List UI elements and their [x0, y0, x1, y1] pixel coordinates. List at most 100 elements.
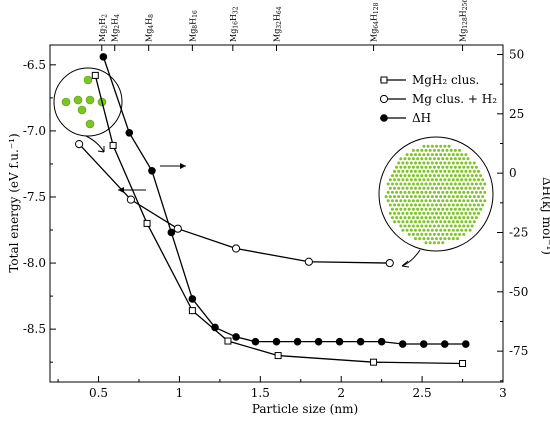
data-point-filled-circle [148, 166, 156, 175]
legend-label: MgH₂ clus. [412, 73, 479, 87]
mgh-atom [468, 186, 472, 190]
mgh-atom [447, 228, 451, 232]
mgh-atom [481, 186, 485, 190]
right-y-tick-label: -75 [509, 344, 528, 358]
mgh-atom [414, 220, 417, 224]
mgh-atom [426, 161, 430, 165]
mgh-atom [422, 237, 426, 241]
mgh-atom [462, 207, 466, 211]
mgh-atom [439, 220, 443, 224]
mgh-atom [426, 203, 430, 207]
mgh-atom [439, 161, 443, 165]
data-point-filled-circle [188, 295, 197, 303]
mgh-atom [464, 169, 468, 173]
mgh-atom [479, 199, 483, 203]
mgh-atom [390, 190, 394, 194]
mgh-atom [472, 211, 476, 215]
mgh-atom [428, 157, 432, 161]
mgh-atom [439, 169, 443, 173]
mgh-atom [456, 186, 459, 190]
mgh-atom [430, 211, 434, 215]
mgh-atom [443, 228, 447, 232]
mgh-atom [458, 165, 462, 169]
mgh-atom [418, 169, 422, 173]
mgh-atom [483, 190, 487, 194]
mgh-atom [407, 174, 411, 178]
mgh-atom [414, 186, 417, 190]
mgh-atom [477, 178, 480, 182]
mgh-atom [393, 211, 396, 215]
mgh-atom [411, 207, 415, 211]
mgh-atom [418, 195, 422, 199]
mgh-atom [439, 203, 443, 207]
legend-marker [379, 94, 389, 104]
mgh-atom [418, 237, 422, 241]
mgh-atom [439, 153, 443, 157]
mgh-atom [407, 157, 411, 161]
mgh-atom [416, 216, 420, 220]
mgh-atom [477, 186, 480, 190]
mgh-atom [422, 211, 426, 215]
top-cluster-label: Mg32H64 [273, 6, 284, 42]
mgh-atom [403, 165, 407, 169]
mgh-atom [449, 165, 453, 169]
mgh-atom [435, 237, 438, 241]
mgh-atom [453, 148, 457, 152]
mgh-atom [411, 232, 415, 236]
mgh-atom [407, 182, 411, 186]
mgh-atom [424, 232, 428, 236]
mgh-atom [470, 224, 474, 228]
mgh-atom [464, 228, 468, 232]
mgh-atom [414, 178, 417, 182]
mgh-atom [435, 153, 438, 157]
mgh-atom [445, 216, 449, 220]
mgh-atom [439, 186, 443, 190]
mgh-atom [449, 216, 453, 220]
mgh-atom [418, 161, 422, 165]
mgh-atom [441, 207, 445, 211]
mgh-atom [435, 186, 438, 190]
data-point-filled-circle [377, 337, 386, 346]
mgh-atom [426, 237, 430, 241]
data-point-open-circle [304, 257, 313, 266]
mgh-atom [405, 178, 409, 182]
mgh-atom [456, 161, 459, 165]
mgh-atom [441, 182, 445, 186]
mgh-atom [479, 207, 483, 211]
mgh-atom [416, 148, 420, 152]
x-tick-label: 0.5 [89, 386, 108, 400]
mgh-atom [472, 220, 476, 224]
data-point-filled-circle [232, 333, 240, 341]
mgh-atom [456, 211, 459, 215]
mgh-atom [411, 182, 415, 186]
mgh-atom [411, 174, 415, 178]
mgh-atom [466, 165, 470, 169]
mgh-atom [474, 216, 478, 220]
mgh-atom [401, 228, 405, 232]
mgh-atom [437, 216, 441, 220]
mgh-atom [466, 157, 470, 161]
mgh-atom [449, 232, 453, 236]
mgh-atom [388, 211, 392, 215]
mgh-atom [449, 157, 453, 161]
axes-layer: 0.5 1 1.5 2 2.5 3 -6.5 -7.0 -7.5 -8.0 -8.5 50 25 0 -25… [23, 0, 528, 400]
mgh-atom [472, 186, 476, 190]
mgh-atom [466, 207, 470, 211]
mgh-atom [403, 207, 407, 211]
mgh-atom [414, 237, 417, 241]
data-point-filled-circle [356, 337, 365, 346]
mgh-atom [479, 190, 483, 194]
mgh-atom [447, 195, 451, 199]
mgh-atom [401, 220, 405, 224]
mgh-atom [426, 153, 430, 157]
mgh-atom [399, 157, 403, 161]
mgh-atom [439, 178, 443, 182]
mgh-atom [393, 203, 396, 207]
top-cluster-label: Mg8H16 [188, 10, 199, 42]
mgh-atom [437, 232, 441, 236]
data-point-open-circle [385, 258, 394, 268]
mgh-atom [466, 216, 470, 220]
mgh-atom [477, 169, 480, 173]
legend: MgH₂ clus. Mg clus. + H₂ ΔH [379, 73, 497, 125]
mgh-atom [468, 211, 472, 215]
